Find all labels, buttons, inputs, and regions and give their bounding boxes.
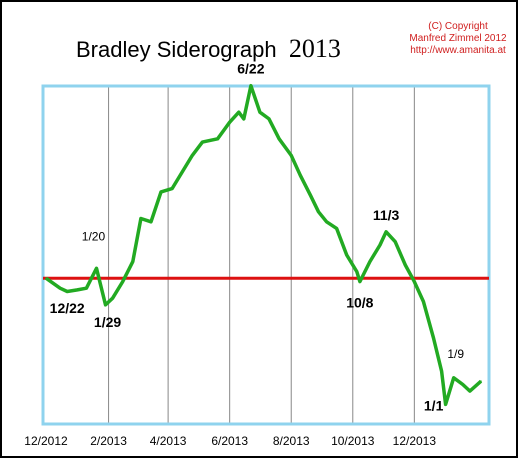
data-point bbox=[59, 287, 61, 290]
data-point bbox=[480, 380, 482, 382]
data-point bbox=[160, 191, 162, 193]
annotation-label: 11/3 bbox=[373, 207, 400, 223]
annotations: 12/22 1/20 1/29 6/22 11/3 10/8 1/9 1/1 bbox=[50, 61, 465, 414]
annotation-label: 10/8 bbox=[346, 295, 373, 311]
curve-points bbox=[45, 84, 482, 406]
data-point bbox=[171, 187, 173, 190]
gridlines bbox=[108, 86, 415, 424]
x-tick-label: 8/2013 bbox=[273, 434, 310, 448]
data-point bbox=[359, 280, 361, 283]
data-point bbox=[259, 111, 261, 114]
data-point bbox=[140, 217, 142, 220]
title-year: 2013 bbox=[288, 34, 341, 63]
copyright-line-1: (C) Copyright bbox=[428, 21, 488, 32]
data-point bbox=[45, 277, 47, 280]
annotation-label: 6/22 bbox=[237, 61, 264, 77]
data-point bbox=[335, 227, 338, 230]
data-point bbox=[131, 260, 134, 263]
x-axis-ticks: 12/2012 2/2013 4/2013 6/2013 8/2013 10/2013 12… bbox=[24, 434, 436, 448]
copyright-line-2: Manfred Zimmel 2012 bbox=[409, 33, 507, 44]
data-point bbox=[250, 84, 252, 87]
plot-area-border bbox=[41, 84, 491, 426]
data-point bbox=[121, 280, 124, 283]
data-point bbox=[181, 171, 184, 173]
annotation-label: 1/9 bbox=[447, 347, 464, 361]
data-point bbox=[379, 244, 381, 246]
data-point bbox=[85, 287, 88, 290]
data-point bbox=[201, 141, 204, 143]
data-point bbox=[356, 270, 358, 273]
data-point bbox=[268, 118, 270, 120]
data-point bbox=[345, 254, 348, 256]
data-point bbox=[290, 154, 293, 157]
data-point bbox=[369, 260, 371, 263]
annotation-label: 12/22 bbox=[50, 300, 85, 316]
data-point bbox=[461, 383, 464, 386]
data-point bbox=[413, 280, 416, 283]
data-point bbox=[422, 300, 425, 303]
data-point bbox=[228, 121, 231, 123]
annotation-label: 1/1 bbox=[424, 397, 444, 413]
data-point bbox=[394, 240, 396, 243]
title-text: Bradley Siderograph bbox=[76, 37, 277, 62]
x-tick-label: 4/2013 bbox=[150, 434, 187, 448]
data-point bbox=[111, 297, 114, 299]
data-point bbox=[242, 118, 245, 120]
data-point bbox=[385, 230, 387, 233]
data-point bbox=[216, 138, 219, 140]
data-point bbox=[317, 211, 320, 213]
data-point bbox=[66, 290, 68, 293]
x-tick-label: 12/2013 bbox=[393, 434, 437, 448]
data-point bbox=[444, 403, 447, 406]
data-point bbox=[278, 138, 280, 140]
data-point bbox=[325, 221, 328, 223]
data-point bbox=[104, 304, 107, 306]
data-point bbox=[440, 370, 443, 373]
data-point bbox=[95, 267, 98, 270]
data-point bbox=[452, 377, 455, 379]
annotation-label: 1/29 bbox=[94, 314, 121, 330]
data-point bbox=[309, 194, 312, 197]
data-point bbox=[150, 221, 152, 223]
data-point bbox=[432, 337, 435, 339]
x-tick-label: 12/2012 bbox=[24, 434, 68, 448]
data-point bbox=[76, 289, 79, 291]
bradley-curve bbox=[44, 83, 483, 407]
data-point bbox=[237, 111, 240, 114]
annotation-label: 1/20 bbox=[82, 229, 106, 243]
data-point bbox=[469, 390, 471, 392]
x-tick-label: 6/2013 bbox=[211, 434, 248, 448]
data-point bbox=[191, 154, 194, 157]
x-tick-label: 10/2013 bbox=[331, 434, 375, 448]
x-tick-label: 2/2013 bbox=[90, 434, 127, 448]
chart-title: Bradley Siderograph 2013 bbox=[76, 34, 341, 64]
data-point bbox=[299, 174, 302, 177]
data-point bbox=[404, 264, 407, 266]
copyright-url: http://www.amanita.at bbox=[410, 45, 506, 56]
